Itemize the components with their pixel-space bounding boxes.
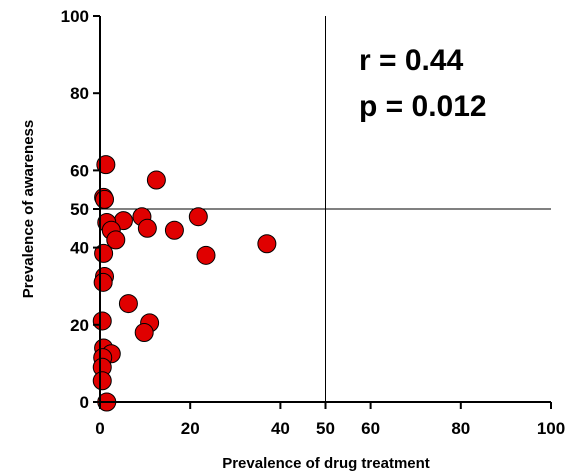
data-point bbox=[134, 323, 154, 343]
data-point bbox=[92, 371, 112, 391]
data-point bbox=[137, 218, 157, 238]
data-points bbox=[92, 155, 277, 412]
x-axis-title: Prevalence of drug treatment bbox=[222, 455, 430, 472]
annotation-p: p = 0.012 bbox=[359, 90, 487, 123]
data-point bbox=[164, 220, 184, 240]
x-tick-label: 0 bbox=[95, 419, 104, 438]
y-tick-label: 80 bbox=[70, 84, 89, 103]
y-tick-label: 20 bbox=[70, 316, 89, 335]
y-tick-label: 100 bbox=[61, 7, 89, 26]
y-tick-label: 50 bbox=[70, 200, 89, 219]
data-point bbox=[257, 234, 277, 254]
y-tick-label: 40 bbox=[70, 239, 89, 258]
axis-ticks: 0 20 40 50 60 80 100 0 20 40 50 60 80 100 bbox=[61, 7, 566, 438]
data-point bbox=[118, 294, 138, 314]
y-tick-label: 60 bbox=[70, 161, 89, 180]
data-point bbox=[96, 155, 116, 175]
reference-lines bbox=[100, 16, 551, 402]
x-tick-label: 40 bbox=[271, 419, 290, 438]
data-point bbox=[95, 189, 115, 209]
x-tick-label: 100 bbox=[537, 419, 565, 438]
y-tick-label: 0 bbox=[80, 393, 89, 412]
data-point bbox=[188, 207, 208, 227]
x-tick-label: 80 bbox=[451, 419, 470, 438]
x-tick-label: 20 bbox=[181, 419, 200, 438]
data-point bbox=[196, 245, 216, 265]
data-point bbox=[92, 311, 112, 331]
statistics-annotation: r = 0.44 p = 0.012 bbox=[359, 44, 487, 123]
x-tick-label: 50 bbox=[316, 419, 335, 438]
data-point bbox=[93, 272, 113, 292]
data-point bbox=[146, 170, 166, 190]
data-point bbox=[106, 230, 126, 250]
x-tick-label: 60 bbox=[361, 419, 380, 438]
annotation-r: r = 0.44 bbox=[359, 44, 464, 77]
y-axis-title: Prevalence of awareness bbox=[20, 120, 37, 298]
